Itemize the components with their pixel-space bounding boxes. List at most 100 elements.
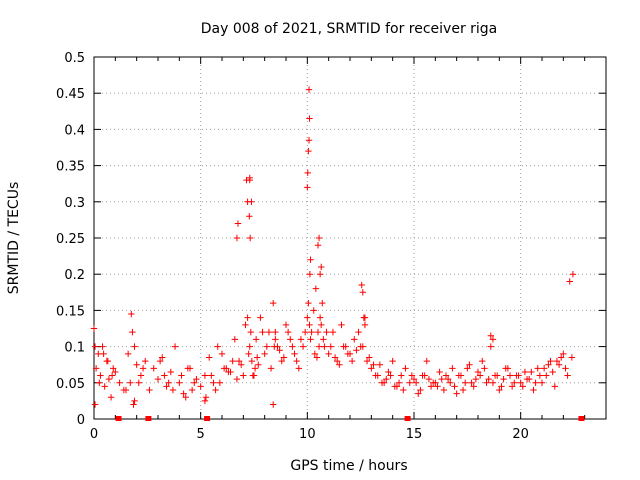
- data-point-189: [383, 375, 390, 383]
- data-point-227: [549, 368, 556, 376]
- data-point-26: [180, 390, 187, 397]
- data-point-243: [305, 137, 313, 144]
- data-point-120: [521, 368, 529, 376]
- data-point-123: [534, 365, 541, 372]
- data-point-34: [214, 343, 221, 350]
- data-point-231: [566, 278, 573, 285]
- data-point-190: [387, 372, 394, 379]
- data-point-56: [282, 321, 290, 329]
- data-point-265: [489, 336, 497, 343]
- data-point-172: [313, 354, 321, 361]
- data-point-166: [280, 354, 288, 361]
- data-point-68: [312, 285, 320, 292]
- data-point-76: [338, 321, 345, 329]
- data-point-53: [270, 299, 277, 307]
- data-point-137: [122, 386, 130, 394]
- data-point-156: [233, 375, 241, 383]
- data-point-197: [421, 372, 428, 379]
- y-tick-label-2: 0.1: [64, 341, 85, 356]
- y-tick-label-8: 0.4: [64, 123, 85, 138]
- data-point-117: [508, 383, 516, 390]
- data-point-193: [400, 386, 407, 394]
- data-point-208: [468, 379, 475, 386]
- data-point-45: [247, 328, 254, 336]
- data-point-249: [316, 271, 324, 278]
- data-point-4: [99, 343, 106, 350]
- data-point-111: [483, 379, 490, 386]
- data-point-73: [325, 350, 332, 358]
- data-point-168: [289, 343, 296, 350]
- data-point-234: [234, 220, 242, 227]
- data-point-65: [307, 336, 314, 343]
- data-point-207: [464, 365, 471, 372]
- data-point-103: [449, 365, 456, 372]
- data-point-140: [135, 379, 142, 386]
- data-point-83: [363, 357, 371, 365]
- data-point-164: [272, 336, 279, 343]
- data-point-112: [487, 343, 494, 350]
- data-point-216: [502, 365, 509, 372]
- data-point-104: [453, 390, 460, 397]
- data-point-180: [340, 343, 347, 350]
- data-point-3: [97, 372, 104, 379]
- data-point-188: [378, 379, 386, 386]
- data-point-29: [193, 375, 200, 383]
- data-point-69: [314, 328, 322, 336]
- data-point-221: [523, 375, 531, 383]
- zero-marker-3: [404, 416, 411, 421]
- y-tick-label-5: 0.25: [56, 232, 85, 247]
- data-point-94: [410, 375, 418, 383]
- data-point-245: [306, 271, 314, 278]
- y-tick-label-3: 0.15: [56, 304, 85, 319]
- data-point-107: [466, 361, 473, 368]
- data-point-155: [229, 357, 236, 365]
- data-point-214: [494, 372, 501, 379]
- data-point-171: [311, 350, 318, 358]
- data-point-148: [186, 365, 194, 372]
- data-point-233: [233, 234, 241, 242]
- data-point-97: [423, 357, 430, 365]
- data-point-218: [511, 379, 518, 386]
- data-point-211: [481, 365, 488, 372]
- axis-ticks: [93, 56, 607, 420]
- x-tick-label-4: 20: [512, 427, 529, 442]
- data-point-183: [353, 347, 360, 354]
- data-point-260: [202, 394, 210, 401]
- data-point-15: [133, 361, 140, 368]
- data-point-84: [368, 365, 375, 372]
- data-point-62: [304, 314, 311, 321]
- data-point-160: [254, 354, 261, 361]
- y-tick-label-4: 0.2: [64, 268, 85, 283]
- data-point-220: [519, 383, 526, 390]
- data-point-246: [307, 256, 314, 263]
- data-point-19: [150, 365, 157, 372]
- data-point-10: [112, 368, 119, 376]
- data-point-42: [244, 314, 251, 321]
- data-point-28: [188, 386, 196, 394]
- data-point-98: [427, 383, 435, 390]
- data-point-51: [261, 350, 268, 358]
- y-tick-label-7: 0.35: [56, 160, 85, 175]
- data-point-250: [318, 263, 325, 271]
- data-point-173: [315, 343, 323, 350]
- data-point-92: [402, 365, 409, 372]
- data-point-154: [225, 368, 232, 376]
- data-point-238: [246, 234, 254, 242]
- data-point-59: [295, 365, 302, 372]
- data-point-30: [197, 383, 204, 390]
- data-point-248: [315, 234, 323, 242]
- data-point-71: [319, 299, 326, 307]
- data-point-101: [440, 386, 448, 394]
- data-point-253: [360, 314, 368, 321]
- data-point-261: [270, 401, 277, 408]
- data-point-11: [116, 379, 123, 386]
- chart-title: Day 008 of 2021, SRMTID for receiver rig…: [201, 21, 498, 37]
- data-point-64: [306, 321, 313, 329]
- data-point-52: [265, 328, 273, 336]
- data-point-106: [462, 379, 469, 386]
- data-point-145: [169, 386, 177, 394]
- data-point-210: [476, 372, 484, 379]
- data-point-230: [562, 365, 569, 372]
- data-point-91: [398, 372, 405, 379]
